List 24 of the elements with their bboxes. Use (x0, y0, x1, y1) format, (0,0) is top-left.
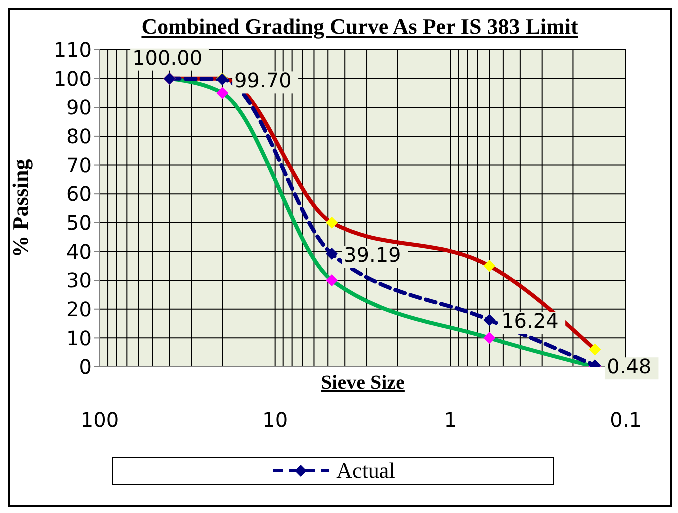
y-tick-label: 90 (66, 96, 92, 120)
data-label: 16.24 (502, 309, 559, 334)
data-label: 0.48 (607, 354, 652, 379)
data-label: 99.70 (234, 68, 292, 93)
x-tick-label: 10 (262, 408, 288, 432)
y-tick-label: 20 (66, 297, 92, 322)
x-tick-label: 1 (444, 408, 458, 432)
chart-title: Combined Grading Curve As Per IS 383 Limit (140, 13, 580, 40)
y-axis-title: % Passing (8, 159, 33, 258)
y-tick-label: 70 (66, 153, 92, 178)
y-tick-label: 80 (66, 124, 92, 149)
y-tick-label: 110 (54, 38, 92, 62)
data-label: 39.19 (344, 243, 402, 268)
y-tick-label: 30 (66, 268, 92, 293)
y-tick-label: 40 (66, 240, 92, 264)
x-tick-label: 0.1 (610, 408, 642, 432)
x-axis-title: Sieve Size (321, 372, 406, 394)
y-tick-label: 50 (66, 211, 92, 236)
data-label: 100.00 (132, 46, 203, 70)
y-tick-label: 60 (66, 182, 92, 206)
y-tick-label: 100 (54, 66, 92, 91)
legend-label: Actual (336, 458, 396, 484)
y-tick-label: 0 (79, 355, 92, 380)
y-tick-label: 10 (66, 326, 92, 350)
